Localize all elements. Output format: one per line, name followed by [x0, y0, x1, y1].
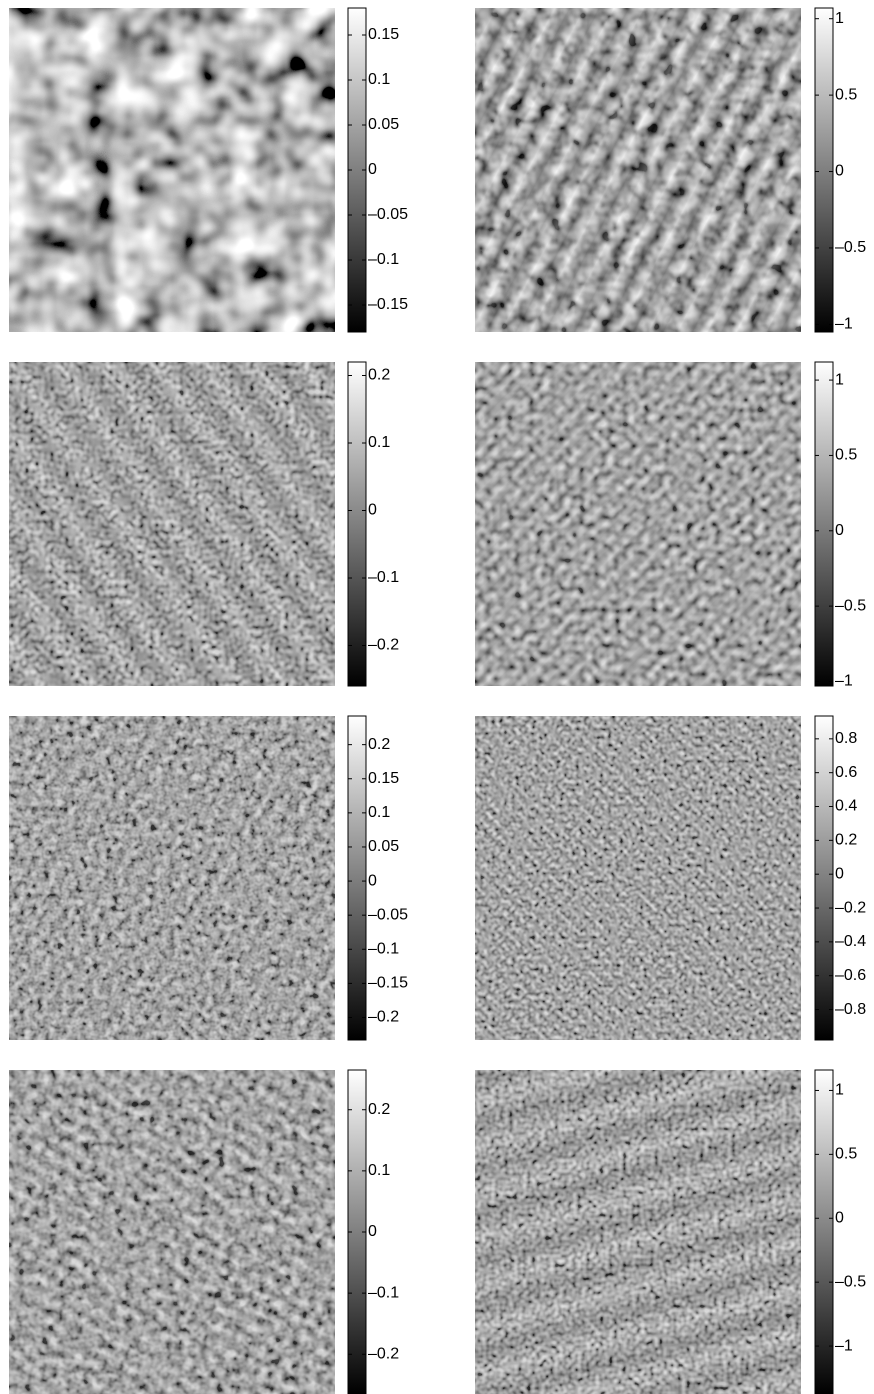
colorbar-tick-label: 0.2: [835, 832, 857, 849]
colorbar-tick-label: –0.5: [835, 597, 866, 614]
colorbar: [814, 715, 834, 1041]
panel: –0.2 –0.1 0 0.1 0.2: [9, 1069, 399, 1394]
image-noise: [9, 362, 335, 686]
colorbar: [814, 7, 834, 333]
colorbar-tick-label: –0.5: [835, 239, 866, 256]
image-noise: [475, 716, 801, 1040]
colorbar-tick-label: 0.1: [368, 434, 390, 451]
colorbar-tick-label: –1: [835, 673, 853, 690]
colorbar-tick-label: 0.5: [835, 86, 857, 103]
colorbar-tick-label: –0.05: [368, 206, 408, 223]
colorbar: [814, 1069, 834, 1394]
colorbar-tick-label: –0.15: [368, 975, 408, 992]
colorbar-tick-label: 0.15: [368, 770, 399, 787]
colorbar-tick-label: 1: [835, 1082, 844, 1099]
colorbar-tick-label: –0.2: [368, 1009, 399, 1026]
colorbar-tick-label: –1: [835, 316, 853, 333]
colorbar-tick-label: 0.2: [368, 736, 390, 753]
colorbar-tick-label: 0.8: [835, 730, 857, 747]
colorbar-tick-label: –0.1: [368, 251, 399, 268]
panel: –0.2 –0.1 0 0.1 0.2: [9, 361, 399, 687]
image-noise: [475, 8, 801, 332]
image-noise: [475, 1070, 801, 1394]
colorbar-tick-label: 0.5: [835, 1146, 857, 1163]
panel: –0.15 –0.1 –0.05 0 0.05 0.1 0.15: [9, 7, 408, 333]
colorbar-tick-label: –1: [835, 1337, 853, 1354]
colorbar-tick-label: 0.1: [368, 804, 390, 821]
colorbar-tick-label: 0.05: [368, 116, 399, 133]
colorbar-tick-label: 0.5: [835, 447, 857, 464]
colorbar-tick-label: 0.1: [368, 71, 390, 88]
panel: –1 –0.5 0 0.5 1: [475, 361, 866, 690]
colorbar-tick-label: 0.1: [368, 1162, 390, 1179]
colorbar-tick-label: –0.6: [835, 967, 866, 984]
colorbar-tick-label: –0.2: [368, 637, 399, 654]
colorbar-tick-label: 0: [835, 163, 844, 180]
image-noise: [9, 8, 335, 332]
colorbar-tick-label: –0.05: [368, 906, 408, 923]
colorbar-tick-label: 0.4: [835, 798, 857, 815]
colorbar-tick-label: –0.1: [368, 569, 399, 586]
colorbar-tick-label: 0.2: [368, 1101, 390, 1118]
colorbar-tick-label: 0: [368, 872, 377, 889]
colorbar-tick-label: 0: [835, 1209, 844, 1226]
colorbar: [347, 361, 367, 687]
image-noise: [475, 362, 801, 686]
colorbar-tick-label: 0: [835, 865, 844, 882]
colorbar-tick-label: 0: [835, 522, 844, 539]
colorbar-tick-label: 0.2: [368, 367, 390, 384]
colorbar-tick-label: 0.6: [835, 764, 857, 781]
colorbar-tick-label: –0.15: [368, 296, 408, 313]
colorbar-tick-label: –0.1: [368, 940, 399, 957]
colorbar-tick-label: 1: [835, 371, 844, 388]
image-noise: [9, 716, 335, 1040]
panel: –1 –0.5 0 0.5 1: [475, 7, 866, 333]
colorbar-tick-label: –0.8: [835, 1001, 866, 1018]
panel: –0.8 –0.6 –0.4 –0.2 0 0.2 0.4 0.6 0.8: [475, 715, 866, 1041]
colorbar-tick-label: –0.2: [835, 899, 866, 916]
colorbar-tick-label: 0.05: [368, 838, 399, 855]
colorbar-tick-label: 1: [835, 10, 844, 27]
colorbar-tick-label: 0.15: [368, 26, 399, 43]
image-noise: [9, 1070, 335, 1394]
colorbar-tick-label: –0.2: [368, 1345, 399, 1362]
colorbar-tick-label: –0.5: [835, 1273, 866, 1290]
colorbar-tick-label: 0: [368, 502, 377, 519]
colorbar-tick-label: 0: [368, 1223, 377, 1240]
colorbar-tick-label: –0.1: [368, 1284, 399, 1301]
panel: –1 –0.5 0 0.5 1: [475, 1069, 866, 1394]
colorbar-tick-label: –0.4: [835, 933, 866, 950]
colorbar: [347, 715, 367, 1041]
colorbar-tick-label: 0: [368, 161, 377, 178]
panel: –0.2 –0.15 –0.1 –0.05 0 0.05 0.1 0.15 0.2: [9, 715, 408, 1041]
colorbar: [814, 361, 834, 687]
